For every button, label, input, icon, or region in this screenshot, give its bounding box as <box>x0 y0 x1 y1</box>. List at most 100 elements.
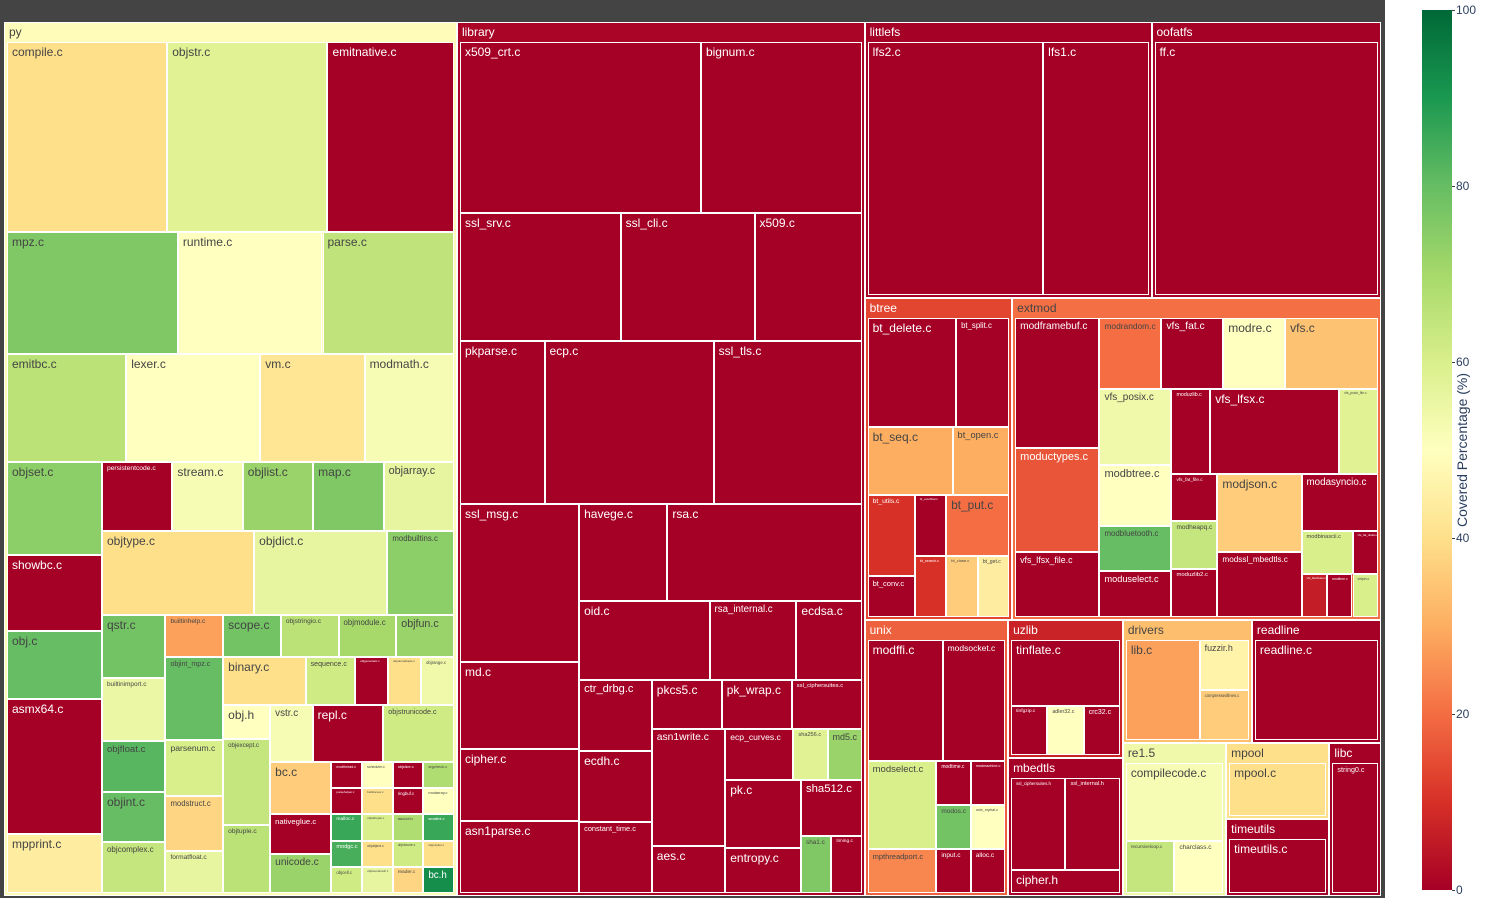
file-cell[interactable]: cipher.c <box>459 748 580 821</box>
file-cell[interactable]: timing.c <box>831 836 862 893</box>
file-cell[interactable]: bt_delete.c <box>867 318 957 427</box>
file-cell[interactable]: objclosure.c <box>392 840 424 867</box>
file-cell[interactable]: objfloat.c <box>101 741 166 792</box>
file-cell[interactable]: bt_seq.c <box>867 426 953 495</box>
file-cell[interactable]: oid.c <box>579 601 710 681</box>
file-cell[interactable]: modselect.c <box>867 761 937 849</box>
file-cell[interactable]: pkparse.c <box>459 341 545 504</box>
file-cell[interactable]: bt_search.c <box>914 555 947 617</box>
file-cell[interactable]: persistentcode.c <box>101 462 173 531</box>
file-cell[interactable]: modthread.c <box>331 762 363 789</box>
file-cell[interactable]: sha512.c <box>801 779 862 837</box>
file-cell[interactable]: objcell.c <box>331 866 363 893</box>
file-cell[interactable]: ecdh.c <box>579 751 652 823</box>
file-cell[interactable]: lfs1.c <box>1043 42 1149 295</box>
file-cell[interactable]: ff.c <box>1154 42 1378 295</box>
file-cell[interactable]: objslice.c <box>392 762 424 789</box>
file-cell[interactable]: modre.c <box>1223 318 1286 389</box>
file-cell[interactable]: objarray.c <box>383 462 454 531</box>
file-cell[interactable]: smallint.c <box>423 814 454 841</box>
file-cell[interactable]: timeutils.c <box>1229 839 1327 893</box>
file-cell[interactable]: bt_open.c <box>952 426 1010 495</box>
file-cell[interactable]: charclass.c <box>1174 840 1224 893</box>
file-cell[interactable]: vfs_fat_file.c <box>1171 473 1218 522</box>
file-cell[interactable]: moduzlib.c <box>1171 388 1211 474</box>
file-cell[interactable]: modframebuf.c <box>1015 318 1100 448</box>
file-cell[interactable]: modbuiltins.c <box>387 530 454 615</box>
file-cell[interactable]: ringbuf.c <box>392 788 424 815</box>
file-cell[interactable]: string0.c <box>1332 762 1378 893</box>
file-cell[interactable]: objint.c <box>101 791 166 843</box>
file-cell[interactable]: bc.c <box>270 762 332 815</box>
file-cell[interactable]: objrange.c <box>420 656 454 706</box>
file-cell[interactable]: pkcs5.c <box>651 680 722 730</box>
file-cell[interactable]: ecp_curves.c <box>725 729 794 780</box>
file-cell[interactable]: virtpin.c <box>1352 574 1378 617</box>
file-cell[interactable]: tinflate.c <box>1011 640 1120 706</box>
file-cell[interactable]: lexer.c <box>126 354 261 463</box>
file-cell[interactable]: lfs2.c <box>867 42 1044 295</box>
file-cell[interactable]: ecdsa.c <box>796 601 862 681</box>
file-cell[interactable]: ssl_internal.h <box>1065 778 1120 870</box>
file-cell[interactable]: cipher.h <box>1011 870 1120 893</box>
file-cell[interactable]: modtime.c <box>1327 574 1353 617</box>
file-cell[interactable]: bignum.c <box>700 42 862 214</box>
file-cell[interactable]: bt_split.c <box>956 318 1010 427</box>
file-cell[interactable]: objgenerator.c <box>355 656 388 706</box>
file-cell[interactable]: vfs_blockdev.c <box>1301 574 1327 617</box>
file-cell[interactable]: obj.h <box>223 705 271 740</box>
file-cell[interactable]: objtype.c <box>101 530 255 615</box>
file-cell[interactable]: lib.c <box>1125 640 1200 740</box>
file-cell[interactable]: modsocket.c <box>942 640 1006 761</box>
file-cell[interactable]: objexcept.c <box>223 739 271 825</box>
file-cell[interactable]: objint_mpz.c <box>165 656 224 741</box>
file-cell[interactable]: bt_conv.c <box>867 576 915 617</box>
file-cell[interactable]: showbc.c <box>7 555 102 632</box>
file-cell[interactable]: obj.c <box>7 631 102 699</box>
file-cell[interactable]: ssl_srv.c <box>459 213 621 342</box>
file-cell[interactable]: objset.c <box>7 462 102 556</box>
file-cell[interactable]: modjson.c <box>1217 473 1302 552</box>
file-cell[interactable]: recursiveloop.c <box>1125 840 1175 893</box>
file-cell[interactable]: pk_wrap.c <box>721 680 792 730</box>
file-cell[interactable]: vfs.c <box>1285 318 1378 389</box>
file-cell[interactable]: runtime.c <box>177 232 323 355</box>
file-cell[interactable]: vfs_posix_file.c <box>1339 388 1378 474</box>
file-cell[interactable]: modarray.c <box>423 788 454 815</box>
file-cell[interactable]: ecp.c <box>544 341 714 504</box>
file-cell[interactable]: modffi.c <box>867 640 943 761</box>
file-cell[interactable]: parsehelper.c <box>331 788 363 815</box>
file-cell[interactable]: mpz.c <box>7 232 178 355</box>
file-cell[interactable]: md5.c <box>827 729 862 780</box>
file-cell[interactable]: modbinascii.c <box>1301 531 1353 574</box>
file-cell[interactable]: pk.c <box>725 779 801 848</box>
file-cell[interactable]: scheduler.c <box>362 762 393 789</box>
file-cell[interactable]: objnamedtuple.c <box>388 656 421 706</box>
file-cell[interactable]: modasyncio.c <box>1301 473 1378 532</box>
file-cell[interactable]: objstringio.c <box>280 614 339 657</box>
file-cell[interactable]: fuzzir.h <box>1199 640 1249 690</box>
file-cell[interactable]: mpthreadport.c <box>867 849 937 893</box>
file-cell[interactable]: moduzlib2.c <box>1171 569 1218 617</box>
file-cell[interactable]: objpolyiter.c <box>423 840 454 867</box>
file-cell[interactable]: vstr.c <box>270 705 313 762</box>
file-cell[interactable]: objdict.c <box>254 530 388 615</box>
file-cell[interactable]: unix_mphal.c <box>970 805 1006 849</box>
file-cell[interactable]: vfs_fat_diskio.c <box>1352 531 1378 574</box>
file-cell[interactable]: modstruct.c <box>165 795 224 852</box>
file-cell[interactable]: modmath.c <box>364 354 454 463</box>
file-cell[interactable]: parsenum.c <box>165 740 224 796</box>
file-cell[interactable]: bt_put.c <box>946 494 1010 556</box>
file-cell[interactable]: bt_utils.c <box>867 494 915 577</box>
file-cell[interactable]: moduselect.c <box>1099 571 1172 617</box>
file-cell[interactable]: malloc.c <box>331 814 363 841</box>
file-cell[interactable]: asn1parse.c <box>459 820 580 893</box>
file-cell[interactable]: builtinevex.c <box>362 788 393 815</box>
file-cell[interactable]: scope.c <box>223 614 281 657</box>
file-cell[interactable]: ctr_drbg.c <box>579 680 652 752</box>
file-cell[interactable]: ssl_cli.c <box>620 213 755 342</box>
file-cell[interactable]: objmodule.c <box>338 614 397 657</box>
file-cell[interactable]: objlist.c <box>242 462 314 531</box>
file-cell[interactable]: compile.c <box>7 42 168 233</box>
file-cell[interactable]: objattrtuple.c <box>362 814 393 841</box>
